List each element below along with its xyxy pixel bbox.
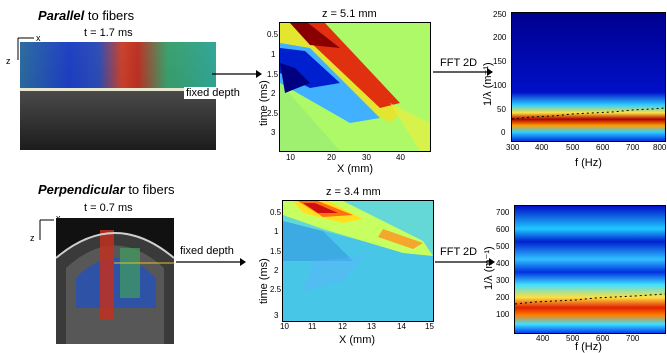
spectrum-perpendicular — [514, 205, 666, 334]
spec-xtick: 400 — [536, 334, 550, 343]
fixed-depth-label: fixed depth — [184, 87, 242, 99]
mid-panel-xlabel: X (mm) — [337, 163, 374, 175]
spec-ytick: 250 — [493, 10, 507, 19]
spec-xtick: 400 — [535, 143, 549, 152]
mid-panel-ylabel: time (ms) — [258, 258, 270, 304]
mid-ytick: 0.5 — [267, 30, 279, 39]
arrow-to-timeplot-icon — [176, 258, 246, 266]
spec-ytick: 150 — [493, 57, 507, 66]
spec-ytick: 50 — [497, 105, 506, 114]
mid-ytick: 1.5 — [270, 247, 282, 256]
spec-xtick: 600 — [596, 334, 610, 343]
spectrum-xlabel: f (Hz) — [575, 157, 602, 169]
arrow-to-spectrum-icon — [433, 68, 493, 76]
time-label: t = 1.7 ms — [84, 27, 133, 39]
mid-ytick: 1 — [271, 50, 276, 59]
title-rest: to fibers — [84, 8, 135, 23]
parallel-title: Parallel to fibers — [38, 8, 134, 23]
ultrasound-sector-svg — [56, 230, 174, 344]
spec-ytick: 700 — [496, 208, 510, 217]
spec-ytick: 300 — [496, 276, 510, 285]
spec-xtick: 700 — [626, 143, 640, 152]
spec-ytick: 500 — [496, 242, 510, 251]
spectrum-svg — [515, 206, 665, 333]
title-rest: to fibers — [124, 182, 175, 197]
fixed-depth-label: fixed depth — [180, 245, 234, 257]
fft-label: FFT 2D — [440, 246, 478, 258]
title-emphasis: Perpendicular — [38, 182, 125, 197]
axis-x-label: x — [36, 33, 41, 43]
mid-panel-title: z = 3.4 mm — [326, 186, 381, 198]
mid-ytick: 2.5 — [270, 285, 282, 294]
xz-axes-icon — [39, 219, 54, 240]
spectrum-parallel — [511, 12, 666, 142]
axis-z-label: z — [30, 233, 35, 243]
spacetime-map-perpendicular — [282, 200, 434, 322]
mid-ytick: 3 — [274, 311, 279, 320]
fft-label: FFT 2D — [440, 57, 478, 69]
spec-xtick: 800 — [653, 143, 667, 152]
mid-ytick: 2 — [274, 266, 279, 275]
mid-panel-title: z = 5.1 mm — [322, 8, 377, 20]
spacetime-map-svg — [283, 201, 433, 321]
spectrum-ylabel: 1/λ (m⁻¹) — [483, 246, 495, 290]
spec-xtick: 300 — [506, 143, 520, 152]
mid-panel-xlabel: X (mm) — [339, 334, 376, 346]
mid-xtick: 14 — [397, 322, 406, 331]
xz-axes-icon — [17, 37, 34, 60]
ultrasound-parallel-image — [20, 42, 216, 150]
mid-xtick: 20 — [327, 153, 336, 162]
mid-ytick: 1 — [274, 227, 279, 236]
perpendicular-title: Perpendicular to fibers — [38, 182, 175, 197]
arrow-to-timeplot-icon — [212, 70, 262, 78]
spec-ytick: 200 — [493, 33, 507, 42]
spec-ytick: 200 — [496, 293, 510, 302]
spec-ytick: 400 — [496, 259, 510, 268]
mid-xtick: 13 — [367, 322, 376, 331]
spec-xtick: 600 — [596, 143, 610, 152]
spec-xtick: 500 — [566, 143, 580, 152]
spec-ytick: 100 — [496, 310, 510, 319]
mid-xtick: 40 — [396, 153, 405, 162]
spec-xtick: 500 — [566, 334, 580, 343]
mid-xtick: 10 — [286, 153, 295, 162]
spec-ytick: 0 — [501, 128, 506, 137]
mid-xtick: 12 — [338, 322, 347, 331]
mid-xtick: 11 — [308, 322, 317, 331]
axis-z-label: z — [6, 56, 11, 66]
mid-xtick: 30 — [362, 153, 371, 162]
mid-xtick: 15 — [425, 322, 434, 331]
spectrum-xlabel: f (Hz) — [575, 341, 602, 353]
time-label: t = 0.7 ms — [84, 202, 133, 214]
mid-ytick: 1.5 — [267, 70, 279, 79]
title-emphasis: Parallel — [38, 8, 85, 23]
mid-ytick: 0.5 — [270, 208, 282, 217]
spacetime-map-svg — [280, 23, 430, 151]
spec-ytick: 100 — [493, 81, 507, 90]
spec-ytick: 600 — [496, 225, 510, 234]
spec-xtick: 700 — [626, 334, 640, 343]
mid-xtick: 10 — [280, 322, 289, 331]
spacetime-map-parallel — [279, 22, 431, 152]
mid-ytick: 2 — [271, 89, 276, 98]
mid-ytick: 3 — [271, 128, 276, 137]
arrow-to-spectrum-icon — [435, 258, 495, 266]
spectrum-svg — [512, 13, 665, 141]
mid-panel-ylabel: time (ms) — [258, 80, 270, 126]
mid-ytick: 2.5 — [267, 109, 279, 118]
ultrasound-perpendicular-image — [56, 218, 174, 344]
